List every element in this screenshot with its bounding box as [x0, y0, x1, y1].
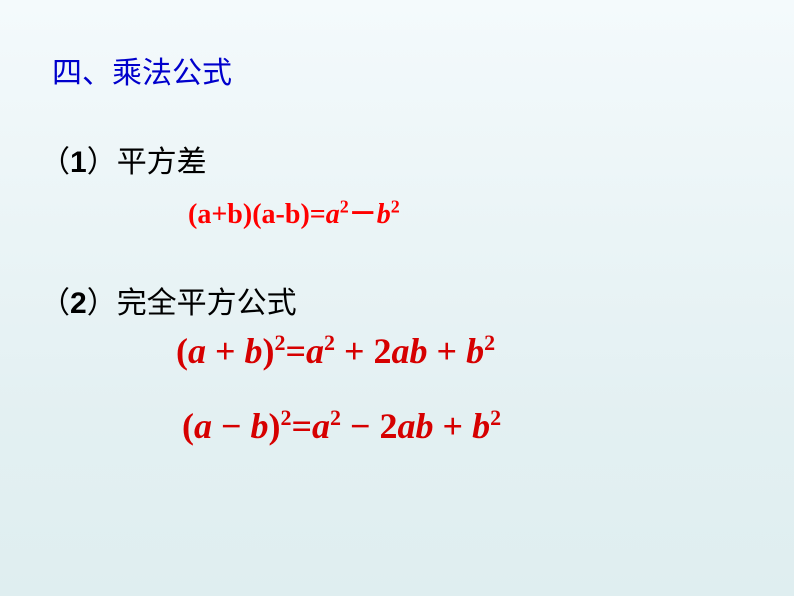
space: [212, 406, 221, 446]
var-a: a: [194, 406, 212, 446]
exponent: 2: [484, 330, 495, 355]
plus: +: [211, 199, 227, 230]
plus: +: [437, 331, 458, 371]
space: [428, 331, 437, 371]
var-a: a: [188, 331, 206, 371]
var-b: b: [410, 331, 428, 371]
lparen: (: [176, 331, 188, 371]
plus: +: [443, 406, 464, 446]
var-a: a: [392, 331, 410, 371]
space: [242, 406, 251, 446]
item-1-label: （1）平方差: [40, 137, 207, 181]
plus: +: [344, 331, 365, 371]
var-a: a: [326, 199, 340, 230]
exponent: 2: [340, 197, 349, 217]
space: [365, 331, 374, 371]
paren-close: ）: [87, 146, 117, 179]
mid-parens: )(: [243, 199, 262, 230]
minus: −: [221, 406, 242, 446]
var-b: b: [466, 331, 484, 371]
item-2-text: 完全平方公式: [117, 287, 297, 320]
exponent: 2: [330, 405, 341, 430]
equals: =: [286, 331, 307, 371]
var-a: a: [197, 199, 211, 230]
var-b: b: [285, 199, 301, 230]
exponent: 2: [490, 405, 501, 430]
minus-wide: －: [349, 199, 377, 230]
var-b: b: [472, 406, 490, 446]
space: [457, 331, 466, 371]
space: [434, 406, 443, 446]
var-b: b: [251, 406, 269, 446]
rparen: ): [269, 406, 281, 446]
space: [341, 406, 350, 446]
paren-open: （: [40, 287, 70, 320]
formula-perfect-square-plus: (a + b)2=a2 + 2ab + b2: [176, 330, 495, 372]
item-1-number: 1: [70, 146, 87, 179]
section-heading: 四、乘法公式: [52, 48, 232, 92]
paren-open: （: [40, 146, 70, 179]
paren-close: ）: [87, 287, 117, 320]
lparen: (: [182, 406, 194, 446]
plus: +: [215, 331, 236, 371]
lparen: (: [188, 199, 197, 230]
item-1-text: 平方差: [117, 146, 207, 179]
minus: −: [350, 406, 371, 446]
var-b: b: [377, 199, 391, 230]
space: [371, 406, 380, 446]
slide: 四、乘法公式 （1）平方差 (a+b)(a-b)=a2－b2 （2）完全平方公式…: [0, 0, 794, 596]
coef-2: 2: [374, 331, 392, 371]
var-a: a: [398, 406, 416, 446]
exponent: 2: [281, 405, 292, 430]
rparen: ): [263, 331, 275, 371]
space: [206, 331, 215, 371]
item-2-number: 2: [70, 287, 87, 320]
exponent: 2: [324, 330, 335, 355]
exponent: 2: [275, 330, 286, 355]
formula-perfect-square-minus: (a − b)2=a2 − 2ab + b2: [182, 405, 501, 447]
space: [236, 331, 245, 371]
equals: =: [310, 199, 326, 230]
formula-difference-of-squares: (a+b)(a-b)=a2－b2: [188, 192, 400, 232]
var-a: a: [312, 406, 330, 446]
var-b: b: [245, 331, 263, 371]
space: [463, 406, 472, 446]
exponent: 2: [391, 197, 400, 217]
var-a: a: [262, 199, 276, 230]
minus: -: [276, 199, 285, 230]
space: [335, 331, 344, 371]
coef-2: 2: [380, 406, 398, 446]
item-2-label: （2）完全平方公式: [40, 278, 297, 322]
var-b: b: [227, 199, 243, 230]
rparen: ): [300, 199, 309, 230]
var-b: b: [416, 406, 434, 446]
equals: =: [292, 406, 313, 446]
var-a: a: [306, 331, 324, 371]
